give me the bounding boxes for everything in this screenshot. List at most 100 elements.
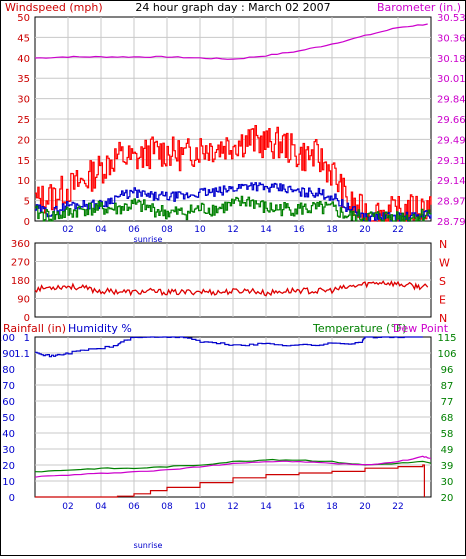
panel-humidity-y-right: 115 106 96 87 77 68 58 49 39 30 20 (437, 333, 456, 504)
rainfall-y-tick-0: 1 (24, 333, 30, 344)
temperature-y-tick-96: 96 (441, 365, 454, 376)
wind-x-tick-08: 08 (161, 225, 173, 235)
temperature-y-tick-58: 58 (441, 429, 454, 440)
barometer-y-tick-8: 29.14 (437, 176, 465, 187)
humidity-y-tick-40: 40 (2, 429, 15, 440)
humidity-y-tick-10: 10 (2, 477, 15, 488)
barometer-y-tick-4: 29.84 (437, 95, 465, 106)
series-dewpoint (34, 455, 432, 478)
humidity-x-tick-08: 08 (161, 502, 173, 512)
panel-wind-series (34, 23, 432, 222)
panel-direction-series (34, 280, 429, 297)
sunrise-label-top: sunrise (134, 235, 163, 244)
humidity-y-tick-70: 70 (2, 381, 15, 392)
humidity-axis-title: Humidity % (68, 322, 132, 335)
wind-y-tick-15: 15 (17, 156, 30, 167)
compass-label-3: E (439, 294, 446, 307)
wind-y-tick-20: 20 (17, 135, 30, 146)
barometer-y-tick-6: 29.49 (437, 135, 465, 146)
compass-label-0: N (439, 238, 447, 251)
barometer-y-tick-10: 28.79 (437, 217, 465, 228)
panel-humidity-y-left: 100908070605040302010011.1 (0, 333, 30, 504)
temperature-y-tick-115: 115 (437, 333, 456, 344)
temperature-y-tick-87: 87 (441, 381, 454, 392)
temperature-y-tick-49: 49 (441, 445, 454, 456)
temperature-y-tick-68: 68 (441, 413, 454, 424)
barometer-y-tick-7: 29.31 (437, 156, 465, 167)
panel-humidity-grid (35, 337, 431, 497)
chart-title: 24 hour graph day : March 02 2007 (135, 1, 330, 14)
compass-label-4: N (439, 312, 447, 325)
humidity-x-tick-14: 14 (260, 502, 272, 512)
humidity-x-tick-04: 04 (95, 502, 107, 512)
wind-x-tick-14: 14 (260, 225, 272, 235)
panel-direction-grid (35, 243, 431, 317)
humidity-x-tick-12: 12 (227, 502, 238, 512)
temperature-y-tick-30: 30 (441, 477, 454, 488)
temperature-y-tick-20: 20 (441, 493, 454, 504)
wind-y-tick-35: 35 (17, 74, 30, 85)
humidity-x-tick-02: 02 (62, 502, 73, 512)
panel-direction-y-left: 360 270 180 90 0 (11, 239, 30, 324)
windspeed-axis-title: Windspeed (mph) (5, 1, 103, 14)
wind-y-tick-5: 5 (24, 197, 30, 208)
direction-y-tick-270: 270 (11, 258, 30, 269)
wind-x-tick-16: 16 (293, 225, 305, 235)
barometer-y-tick-1: 30.36 (437, 33, 465, 44)
series-wind-dirtrace (35, 195, 432, 222)
barometer-y-tick-3: 30.01 (437, 74, 465, 85)
barometer-y-tick-5: 29.66 (437, 115, 465, 126)
direction-y-tick-0: 0 (24, 313, 30, 324)
panel-humidity-x-ticks: 02 04 06 08 10 12 14 16 18 20 22 (62, 502, 403, 512)
wind-y-tick-25: 25 (17, 115, 30, 126)
compass-label-1: W (439, 257, 450, 270)
humidity-x-tick-18: 18 (326, 502, 338, 512)
humidity-y-tick-60: 60 (2, 397, 15, 408)
series-wind-avg (35, 182, 432, 222)
wind-y-tick-40: 40 (17, 54, 30, 65)
temperature-y-tick-106: 106 (437, 349, 456, 360)
series-humidity (35, 336, 423, 358)
wind-x-tick-06: 06 (128, 225, 140, 235)
dewpoint-axis-title: Dew Point (393, 322, 449, 335)
direction-y-tick-90: 90 (17, 295, 30, 306)
humidity-x-tick-22: 22 (392, 502, 403, 512)
barometer-y-tick-9: 28.97 (437, 197, 465, 208)
rainfall-axis-title: Rainfall (in) (3, 322, 66, 335)
wind-y-tick-0: 0 (24, 217, 30, 228)
humidity-x-tick-06: 06 (128, 502, 140, 512)
humidity-y-tick-50: 50 (2, 413, 15, 424)
series-temperature (34, 458, 432, 473)
direction-y-tick-360: 360 (11, 239, 30, 250)
humidity-x-tick-20: 20 (359, 502, 371, 512)
humidity-y-tick-0: 0 (9, 493, 15, 504)
series-barometer (34, 23, 428, 60)
panel-humidity: 100908070605040302010011.1 1151069687776… (0, 333, 457, 550)
barometer-axis-title: Barometer (in.) (377, 1, 461, 14)
wind-x-tick-20: 20 (359, 225, 371, 235)
temperature-y-tick-39: 39 (441, 461, 454, 472)
series-rainfall (35, 464, 425, 498)
wind-x-tick-10: 10 (194, 225, 206, 235)
wind-y-tick-50: 50 (17, 13, 30, 24)
barometer-y-tick-0: 30.53 (437, 13, 465, 24)
humidity-y-tick-90: 90 (2, 349, 15, 360)
direction-y-tick-180: 180 (11, 276, 30, 287)
barometer-y-tick-2: 30.18 (437, 54, 465, 65)
wind-y-tick-10: 10 (17, 176, 30, 187)
humidity-y-tick-100: 100 (1, 333, 15, 344)
rainfall-y-tick-1: 1.1 (14, 349, 30, 360)
temperature-axis-title: Temperature (°F) (312, 322, 407, 335)
wind-y-tick-45: 45 (17, 33, 30, 44)
wind-x-tick-18: 18 (326, 225, 338, 235)
wind-x-tick-22: 22 (392, 225, 403, 235)
humidity-y-tick-20: 20 (2, 461, 15, 472)
wind-x-tick-02: 02 (62, 225, 73, 235)
wind-x-tick-04: 04 (95, 225, 107, 235)
